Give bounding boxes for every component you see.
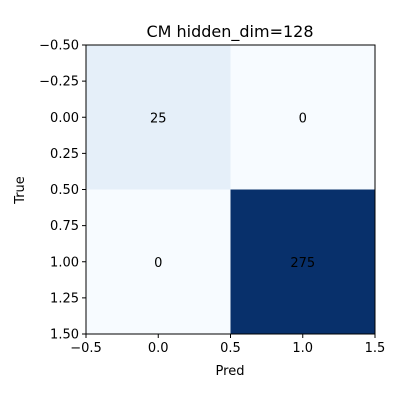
y-tick-label: 1.00 [50,255,79,270]
y-tick-label: −0.50 [39,39,79,54]
x-tick-label: 0.5 [220,341,241,356]
x-axis-ticks: −0.5 0.0 0.5 1.0 1.5 [70,334,385,356]
cell-value-label-1-0: 0 [154,256,162,271]
x-axis-label: Pred [216,364,245,379]
cell-value-label-0-1: 0 [299,111,307,126]
y-axis-ticks: −0.50 −0.25 0.00 0.25 0.50 0.75 1.00 1.25 1.50 [39,39,86,343]
heatmap-cell-0-0 [86,45,231,190]
y-tick-label: 0.25 [50,147,79,162]
y-tick-label: 0.75 [50,219,79,234]
y-tick-label: 0.00 [50,111,79,126]
y-tick-label: −0.25 [39,75,79,90]
x-tick-label: 0.0 [148,341,169,356]
x-tick-label: 1.0 [292,341,313,356]
y-tick-label: 1.50 [50,328,79,343]
cell-value-label-1-1: 275 [290,256,315,271]
heatmap-cell-1-1 [230,189,375,334]
cell-value-labels: 25 0 0 275 [150,111,315,271]
cell-value-label-0-0: 25 [150,111,167,126]
y-axis-label: True [13,176,28,205]
chart-title: CM hidden_dim=128 [146,22,313,42]
heatmap-cells [86,45,375,334]
heatmap-cell-1-0 [86,189,231,334]
x-tick-label: −0.5 [70,341,102,356]
x-tick-label: 1.5 [365,341,386,356]
y-tick-label: 1.25 [50,291,79,306]
heatmap-cell-0-1 [230,45,375,190]
y-tick-label: 0.50 [50,183,79,198]
